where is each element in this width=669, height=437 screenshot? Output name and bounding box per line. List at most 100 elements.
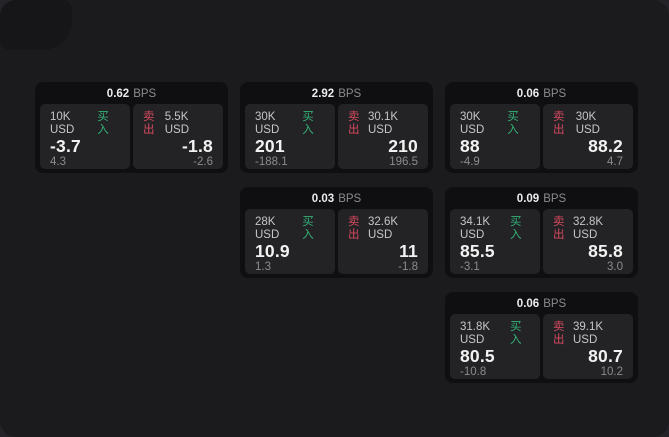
card-header: 0.03 BPS [240,187,433,208]
buy-panel[interactable]: 30K USD 买入 201 -188.1 [245,104,335,169]
buy-side-label: 买入 [302,216,314,241]
sell-panel-top: 卖出 30.1K USD [348,111,418,137]
buy-panel-top: 34.1K USD 买入 [460,216,530,242]
buy-price: -3.7 [50,136,81,156]
buy-panel[interactable]: 10K USD 买入 -3.7 4.3 [40,104,130,169]
buy-panel-top: 28K USD 买入 [255,216,325,242]
buy-side-label: 买入 [510,321,522,346]
buy-panel[interactable]: 28K USD 买入 10.9 1.3 [245,209,335,274]
buy-panel[interactable]: 34.1K USD 买入 85.5 -3.1 [450,209,540,274]
sell-panel[interactable]: 卖出 30K USD 88.2 4.7 [543,104,633,169]
sell-panel-top: 卖出 32.8K USD [553,216,623,242]
buy-panel[interactable]: 31.8K USD 买入 80.5 -10.8 [450,314,540,379]
buy-panel-top: 10K USD 买入 [50,111,120,137]
sell-size: 32.8K USD [573,216,604,241]
buy-panel[interactable]: 30K USD 买入 88 -4.9 [450,104,540,169]
buy-side-label: 买入 [507,111,519,136]
bps-value: 0.06 [516,87,540,100]
quote-panels: 28K USD 买入 10.9 1.3 卖出 32.6K USD 11 -1.8 [245,209,428,274]
card-header: 0.06 BPS [445,82,638,103]
bps-unit-label: BPS [543,297,567,310]
bps-value: 2.92 [311,87,335,100]
sell-size: 39.1K USD [573,321,604,346]
buy-panel-top: 30K USD 买入 [255,111,325,137]
sell-price: 80.7 [588,346,623,366]
card-header: 0.06 BPS [445,292,638,313]
buy-price: 80.5 [460,346,495,366]
buy-price: 88 [460,136,480,156]
sell-delta: 10.2 [600,366,623,378]
sell-panel-top: 卖出 5.5K USD [143,111,213,137]
corner-accent [0,0,72,50]
buy-delta: 1.3 [255,261,271,273]
bps-value: 0.06 [516,297,540,310]
quote-card[interactable]: 2.92 BPS 30K USD 买入 201 -188.1 卖出 30.1K … [240,82,433,173]
quote-panels: 30K USD 买入 201 -188.1 卖出 30.1K USD 210 1… [245,104,428,169]
sell-panel-top: 卖出 32.6K USD [348,216,418,242]
buy-size: 30K USD [460,111,485,136]
buy-delta: 4.3 [50,156,66,168]
bps-value: 0.03 [311,192,335,205]
sell-price: 88.2 [588,136,623,156]
buy-panel-top: 31.8K USD 买入 [460,321,530,347]
sell-side-label: 卖出 [553,216,565,241]
sell-delta: 196.5 [389,156,418,168]
sell-size: 30K USD [575,111,600,136]
bps-value: 0.09 [516,192,540,205]
card-header: 0.09 BPS [445,187,638,208]
buy-panel-top: 30K USD 买入 [460,111,530,137]
bps-value: 0.62 [106,87,130,100]
buy-delta: -188.1 [255,156,288,168]
buy-size: 34.1K USD [460,216,491,241]
sell-panel[interactable]: 卖出 30.1K USD 210 196.5 [338,104,428,169]
sell-price: -1.8 [182,136,213,156]
sell-size: 5.5K USD [164,111,189,136]
buy-size: 28K USD [255,216,280,241]
buy-price: 10.9 [255,241,290,261]
buy-size: 10K USD [50,111,75,136]
buy-side-label: 买入 [97,111,109,136]
buy-delta: -4.9 [460,156,480,168]
buy-size: 31.8K USD [460,321,491,346]
sell-side-label: 卖出 [553,321,565,346]
sell-price: 85.8 [588,241,623,261]
sell-size: 32.6K USD [368,216,399,241]
sell-panel[interactable]: 卖出 39.1K USD 80.7 10.2 [543,314,633,379]
quote-panels: 34.1K USD 买入 85.5 -3.1 卖出 32.8K USD 85.8… [450,209,633,274]
sell-delta: -2.6 [193,156,213,168]
bps-unit-label: BPS [338,192,362,205]
buy-price: 85.5 [460,241,495,261]
sell-side-label: 卖出 [348,111,360,136]
sell-price: 210 [388,136,418,156]
sell-delta: 4.7 [607,156,623,168]
sell-size: 30.1K USD [368,111,399,136]
sell-side-label: 卖出 [553,111,565,136]
quote-card[interactable]: 0.62 BPS 10K USD 买入 -3.7 4.3 卖出 5.5K USD… [35,82,228,173]
buy-side-label: 买入 [510,216,522,241]
sell-delta: 3.0 [607,261,623,273]
sell-panel[interactable]: 卖出 32.8K USD 85.8 3.0 [543,209,633,274]
sell-panel-top: 卖出 39.1K USD [553,321,623,347]
bps-unit-label: BPS [543,192,567,205]
quote-card[interactable]: 0.06 BPS 30K USD 买入 88 -4.9 卖出 30K USD 8… [445,82,638,173]
buy-side-label: 买入 [302,111,314,136]
bps-unit-label: BPS [338,87,362,100]
quote-card[interactable]: 0.06 BPS 31.8K USD 买入 80.5 -10.8 卖出 39.1… [445,292,638,383]
sell-price: 11 [399,241,418,261]
quote-card[interactable]: 0.03 BPS 28K USD 买入 10.9 1.3 卖出 32.6K US… [240,187,433,278]
buy-price: 201 [255,136,285,156]
buy-size: 30K USD [255,111,280,136]
buy-delta: -10.8 [460,366,487,378]
sell-panel[interactable]: 卖出 32.6K USD 11 -1.8 [338,209,428,274]
sell-side-label: 卖出 [143,111,155,136]
sell-side-label: 卖出 [348,216,360,241]
quote-panels: 10K USD 买入 -3.7 4.3 卖出 5.5K USD -1.8 -2.… [40,104,223,169]
quote-panels: 30K USD 买入 88 -4.9 卖出 30K USD 88.2 4.7 [450,104,633,169]
sell-panel[interactable]: 卖出 5.5K USD -1.8 -2.6 [133,104,223,169]
card-header: 0.62 BPS [35,82,228,103]
quote-card[interactable]: 0.09 BPS 34.1K USD 买入 85.5 -3.1 卖出 32.8K… [445,187,638,278]
buy-delta: -3.1 [460,261,480,273]
bps-unit-label: BPS [133,87,157,100]
